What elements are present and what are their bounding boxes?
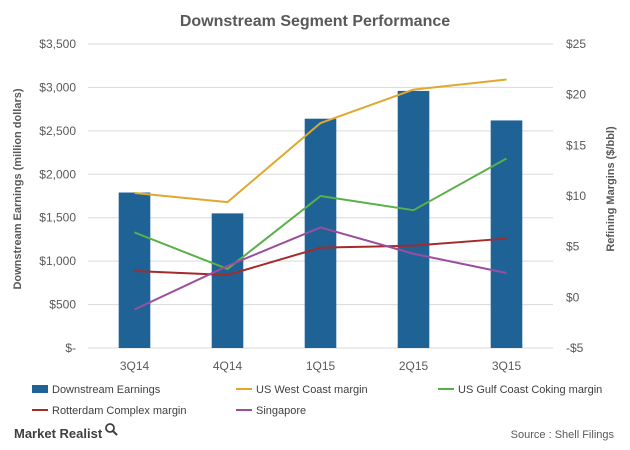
series-line: [134, 237, 507, 277]
right-axis: -$5 $0 $5 $10 $15 $20 $25: [566, 37, 586, 355]
y-right-tick-label: $25: [566, 37, 586, 51]
x-tick-label: 3Q14: [120, 359, 150, 373]
y-right-tick-label: -$5: [566, 341, 584, 355]
x-tick-label: 3Q15: [492, 359, 522, 373]
y-right-tick-label: $15: [566, 138, 586, 152]
y-right-tick-label: $0: [566, 290, 580, 304]
y-left-tick-label: $500: [49, 298, 76, 312]
magnifier-icon: [105, 423, 118, 436]
legend-swatch: [32, 385, 48, 393]
y-right-axis-title: Refining Margins ($/bbl): [605, 126, 617, 252]
y-left-tick-label: $1,000: [39, 254, 76, 268]
bar: [397, 90, 430, 348]
y-left-tick-label: $1,500: [39, 211, 76, 225]
y-left-tick-label: $2,500: [39, 124, 76, 138]
bar: [118, 192, 151, 348]
legend-label: Rotterdam Complex margin: [52, 405, 187, 417]
y-left-axis-title: Downstream Earnings (million dollars): [12, 88, 24, 289]
source-note: Source : Shell Filings: [511, 429, 615, 441]
x-axis: 3Q14 4Q14 1Q15 2Q15 3Q15: [120, 359, 522, 373]
legend-label: Singapore: [256, 405, 306, 417]
series-line: [134, 226, 507, 311]
y-right-tick-label: $20: [566, 88, 586, 102]
bar: [490, 120, 523, 348]
y-left-tick-label: $2,000: [39, 167, 76, 181]
brand-name: Market Realist: [14, 426, 103, 441]
legend-label: US West Coast margin: [256, 384, 368, 396]
y-right-tick-label: $5: [566, 240, 580, 254]
chart-title: Downstream Segment Performance: [180, 13, 450, 30]
series-line: [134, 78, 507, 204]
y-left-tick-label: $3,000: [39, 80, 76, 94]
bar: [304, 118, 337, 348]
x-tick-label: 2Q15: [399, 359, 429, 373]
x-tick-label: 1Q15: [306, 359, 336, 373]
lines: [134, 78, 507, 311]
series-line: [134, 157, 507, 270]
x-tick-label: 4Q14: [213, 359, 243, 373]
legend: Downstream Earnings US West Coast margin U…: [32, 384, 602, 417]
left-axis: $- $500 $1,000 $1,500 $2,000 $2,500 $3,000 $3,5…: [39, 37, 76, 355]
y-left-tick-label: $3,500: [39, 37, 76, 51]
bars: [118, 90, 523, 348]
footer-brand: Market Realist: [14, 423, 118, 441]
legend-label: US Gulf Coast Coking margin: [458, 384, 602, 396]
bar: [211, 213, 244, 348]
y-left-tick-label: $-: [65, 341, 76, 355]
legend-label: Downstream Earnings: [52, 384, 161, 396]
y-right-tick-label: $10: [566, 189, 586, 203]
